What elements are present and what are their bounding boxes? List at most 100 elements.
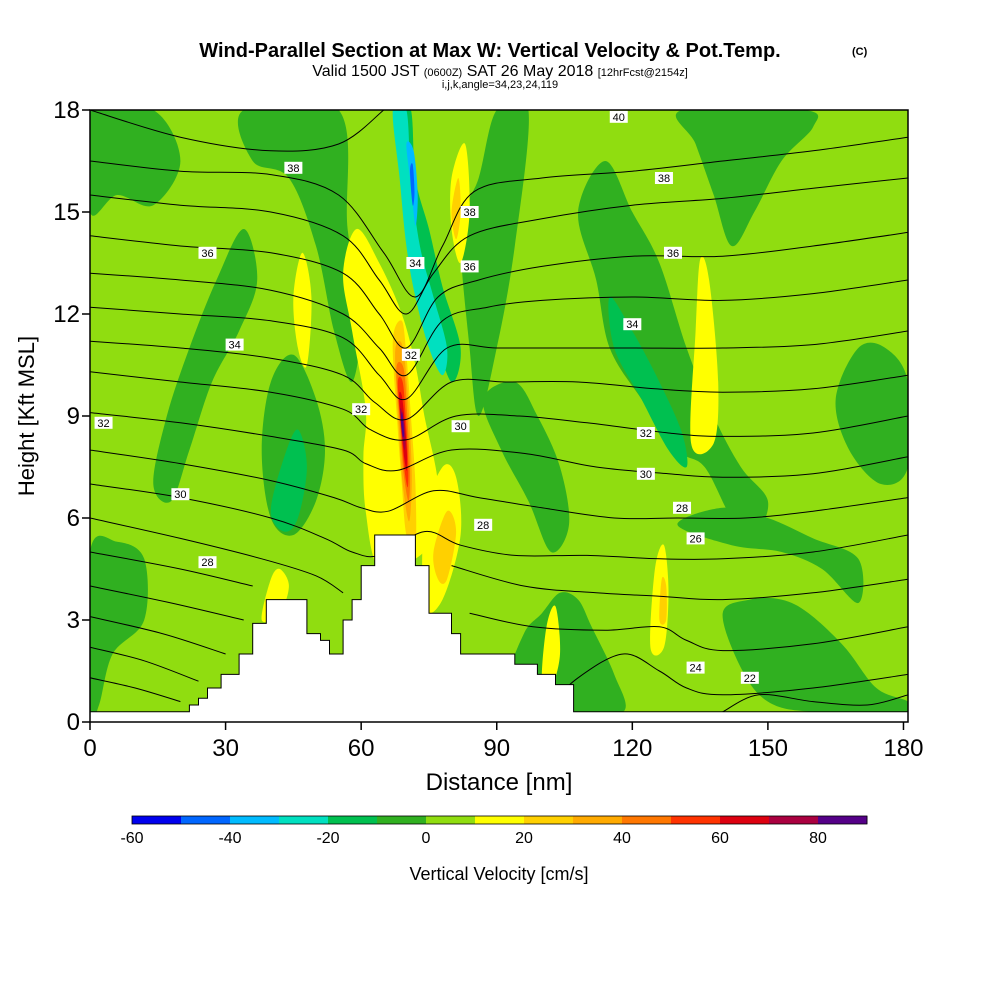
colorbar-swatch [328, 816, 378, 824]
colorbar-tick-label: 0 [422, 830, 431, 847]
colorbar-tick-label: -60 [120, 830, 143, 847]
contour-label: 30 [451, 420, 470, 433]
subtitle-valid: Valid 1500 JST [312, 63, 420, 80]
contour-label-bg [451, 420, 470, 433]
contour-label: 32 [636, 427, 655, 440]
velocity-region [400, 412, 405, 438]
isentrope-line [90, 110, 385, 152]
isentrope-line [90, 677, 181, 703]
contour-label-bg [636, 467, 655, 480]
contour-label-text: 34 [409, 258, 421, 270]
colorbar-swatch [475, 816, 525, 824]
colorbar-tick-label: -20 [316, 830, 339, 847]
contour-label: 32 [401, 348, 420, 362]
plot-area: 40 38 38 38 36 36 36 34 34 34 32 32 32 32 30 30 30 28 28 28… [90, 110, 908, 722]
contour-label: 32 [94, 416, 113, 430]
y-tick-label: 6 [67, 505, 80, 532]
contour-label-text: 36 [667, 248, 679, 260]
contour-label-text: 28 [676, 503, 688, 515]
contour-label-bg [94, 416, 113, 429]
colorbar-swatch [181, 816, 231, 824]
contour-label-bg [284, 161, 303, 174]
colorbar-swatch [622, 816, 672, 824]
colorbar-swatch [671, 816, 721, 824]
contour-label-bg [623, 318, 642, 331]
colorbar-swatch [573, 816, 623, 824]
contour-label-text: 24 [689, 663, 701, 675]
velocity-region [90, 110, 181, 216]
subtitle-forecast: [12hrFcst@2154z] [598, 67, 688, 79]
colorbar-tick-label: -40 [218, 830, 241, 847]
contour-label: 36 [460, 260, 479, 273]
isentrope-line [90, 585, 244, 621]
contour-label-bg [673, 501, 692, 514]
x-tick-label: 120 [612, 735, 652, 762]
contour-label-text: 22 [744, 673, 756, 685]
contour-label: 26 [686, 532, 705, 545]
contour-label: 30 [636, 467, 655, 481]
y-tick-label: 3 [67, 607, 80, 634]
velocity-region [237, 110, 362, 383]
colorbar-tick-label: 80 [809, 830, 827, 847]
isentrope-line [90, 483, 908, 560]
y-tick-label: 0 [67, 709, 80, 736]
x-tick-label: 30 [212, 735, 239, 762]
y-axis-label: Height [Kft MSL] [14, 336, 39, 496]
contour-label-text: 30 [454, 421, 466, 433]
velocity-region [482, 381, 570, 553]
contour-label-text: 34 [228, 340, 240, 352]
contour-label: 24 [686, 661, 705, 675]
copyright-mark: (C) [852, 46, 868, 58]
colorbar-swatch [132, 816, 182, 824]
contour-label-bg [686, 661, 705, 674]
contour-label-bg [636, 427, 655, 439]
velocity-region [722, 597, 908, 714]
velocity-region [690, 256, 719, 455]
contour-label-text: 30 [640, 469, 652, 481]
contour-label-bg [171, 488, 190, 501]
terrain [90, 534, 908, 722]
contour-label-text: 36 [463, 261, 475, 273]
x-axis-label: Distance [nm] [426, 769, 573, 796]
chart-title: Wind-Parallel Section at Max W: Vertical… [199, 40, 780, 62]
contour-label: 34 [623, 318, 642, 331]
colorbar-swatch [230, 816, 280, 824]
contour-label-bg [460, 206, 479, 218]
velocity-field [90, 110, 908, 722]
contour-label-text: 38 [287, 163, 299, 175]
colorbar-swatch [818, 816, 868, 824]
contour-label-text: 26 [689, 533, 701, 545]
isentrope-line [90, 340, 908, 421]
colorbar-swatch [426, 816, 476, 824]
contour-label: 36 [198, 246, 217, 260]
isentrope-line [90, 272, 908, 377]
isentrope-line [90, 616, 226, 655]
isentrope-line [722, 694, 908, 713]
contour-label-bg [225, 338, 244, 351]
chart-subtitle: Valid 1500 JST (0600Z) SAT 26 May 2018 [… [312, 63, 688, 80]
isentrope-line [90, 306, 908, 401]
isentropes [90, 110, 908, 713]
colorbar-tick-label: 60 [711, 830, 729, 847]
contour-label: 28 [198, 556, 217, 569]
colorbar-swatch [279, 816, 329, 824]
colorbar-swatch [524, 816, 574, 824]
y-tick-label: 12 [53, 301, 80, 328]
velocity-region [410, 163, 415, 206]
x-tick-label: 90 [483, 735, 510, 762]
velocity-region [460, 110, 529, 416]
x-axis: 0 30 60 90 120 150 180 [83, 722, 924, 762]
isentrope-line [90, 449, 908, 520]
contour-label-text: 32 [640, 428, 652, 440]
contour-label-bg [740, 671, 759, 684]
contour-label: 22 [740, 671, 759, 685]
isentrope-line [541, 653, 908, 713]
contour-label-text: 32 [97, 418, 109, 430]
contour-label-bg [198, 246, 217, 259]
isentrope-line [90, 177, 908, 315]
x-tick-label: 180 [883, 735, 923, 762]
x-tick-label: 60 [348, 735, 375, 762]
isentrope-line [90, 517, 344, 594]
contour-label-bg [474, 518, 493, 531]
velocity-region [153, 229, 258, 503]
